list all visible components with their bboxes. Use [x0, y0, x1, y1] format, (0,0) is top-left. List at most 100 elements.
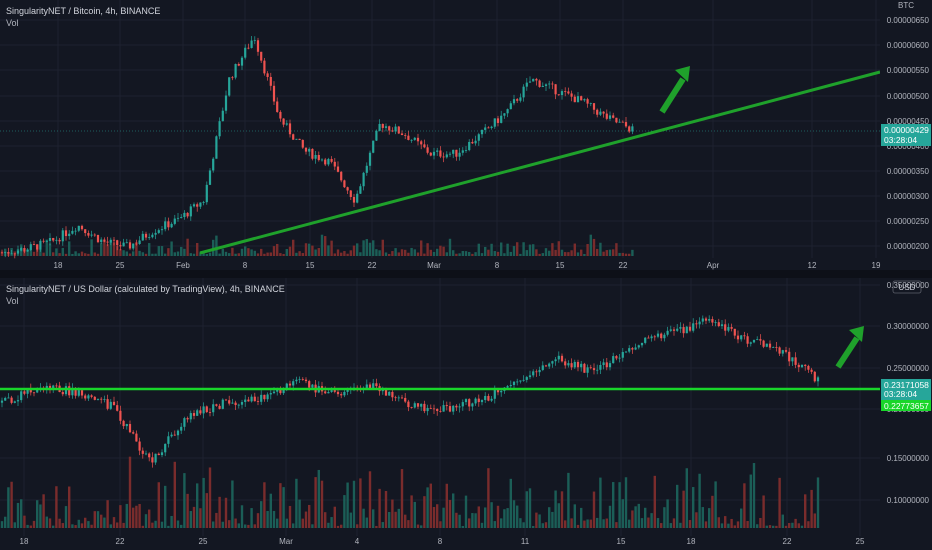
usd-candle — [244, 399, 247, 403]
usd-candle — [548, 363, 551, 367]
usd-candle — [762, 340, 765, 347]
btc-volume-bar — [621, 252, 624, 256]
btc-candle — [71, 230, 74, 234]
usd-symbol-title[interactable]: SingularityNET / US Dollar (calculated b… — [6, 284, 285, 294]
btc-chart-pane[interactable]: BTC 0.00000650 0.00000600 0.00000550 0.0000… — [0, 0, 932, 270]
usd-volume-bar — [384, 491, 388, 528]
usd-volume-bar — [458, 514, 461, 528]
usd-candle — [432, 408, 436, 410]
btc-candle — [116, 240, 119, 246]
btc-candle — [426, 147, 429, 153]
btc-candle — [432, 151, 436, 156]
usd-currency-badge[interactable]: USD — [892, 280, 922, 294]
usd-volume-bar — [100, 514, 103, 528]
usd-candle — [388, 391, 391, 396]
usd-chart-pane[interactable]: USD 0.350000000.300000000.250000000.2000… — [0, 278, 932, 550]
btc-volume-bar — [61, 247, 64, 256]
btc-candle — [308, 148, 311, 152]
btc-candle — [365, 165, 368, 173]
btc-volume-bar — [122, 250, 125, 256]
btc-trendline[interactable] — [199, 70, 881, 255]
btc-candle — [228, 77, 231, 96]
btc-candle — [324, 159, 327, 165]
btc-volume-bar — [215, 235, 218, 256]
btc-symbol-title[interactable]: SingularityNET / Bitcoin, 4h, BINANCE — [6, 6, 161, 16]
usd-candle — [32, 392, 36, 394]
btc-volume-bar — [224, 251, 228, 256]
btc-volume-bar — [58, 253, 61, 256]
usd-volume-bar — [512, 500, 516, 528]
usd-volume-bar — [231, 480, 234, 528]
usd-volume-bar — [436, 504, 439, 528]
usd-volume-bar — [375, 525, 378, 528]
btc-candle — [586, 99, 589, 104]
btc-candle — [237, 64, 240, 66]
usd-candle — [84, 395, 87, 399]
usd-up-arrow[interactable] — [835, 326, 864, 369]
usd-volume-bar — [29, 525, 32, 528]
usd-volume-bar — [637, 503, 640, 528]
btc-volume-bar — [304, 243, 308, 256]
btc-volume-bar — [471, 253, 474, 256]
usd-candle — [404, 397, 407, 402]
pane-divider[interactable] — [0, 270, 932, 278]
usd-volume-bar — [7, 487, 10, 528]
btc-candle — [544, 84, 548, 86]
btc-candle — [7, 251, 10, 254]
btc-candle — [128, 242, 132, 249]
btc-volume-bar — [583, 253, 586, 256]
btc-volume-bar — [247, 248, 250, 256]
usd-candle — [679, 327, 682, 329]
usd-candle — [576, 361, 580, 368]
btc-volume-bar — [480, 253, 484, 256]
btc-volume-bar — [608, 249, 612, 256]
usd-candle — [509, 385, 512, 387]
btc-volume-bar — [116, 246, 119, 256]
usd-candle — [544, 365, 548, 367]
btc-price-tick: 0.00000350 — [887, 167, 930, 176]
btc-chart-canvas[interactable]: BTC 0.000006500.000006000.000005500.0000… — [0, 0, 932, 270]
btc-candle — [452, 149, 455, 154]
btc-candle — [148, 237, 151, 238]
usd-volume-bar — [340, 524, 343, 528]
usd-volume-bar — [164, 485, 167, 528]
usd-volume-bar — [295, 478, 298, 528]
usd-volume-bar — [538, 514, 541, 528]
usd-volume-bar — [746, 521, 749, 528]
usd-candle — [538, 369, 541, 373]
usd-volume-bar — [522, 522, 525, 528]
btc-candle — [612, 115, 615, 118]
btc-candle — [173, 218, 176, 224]
usd-candle — [647, 337, 650, 339]
usd-candle — [288, 383, 292, 386]
btc-up-arrow[interactable] — [659, 66, 690, 114]
btc-vol-label[interactable]: Vol — [6, 18, 19, 28]
usd-candle — [237, 404, 240, 406]
usd-volume-bar — [445, 483, 448, 528]
usd-candle — [551, 361, 554, 364]
usd-chart-canvas[interactable]: USD 0.350000000.300000000.250000000.2000… — [0, 278, 932, 550]
btc-volume-bar — [282, 253, 285, 256]
btc-candle — [416, 137, 420, 142]
usd-price-axis-bg — [880, 278, 932, 550]
usd-volume-bars — [0, 456, 820, 528]
btc-candle — [4, 251, 7, 253]
usd-candle — [583, 363, 586, 373]
btc-volume-bar — [596, 248, 599, 256]
usd-candle — [0, 400, 4, 403]
btc-candle — [576, 96, 580, 103]
btc-volume-bar — [330, 240, 333, 256]
usd-vol-label[interactable]: Vol — [6, 296, 19, 306]
usd-volume-bar — [301, 518, 304, 528]
usd-candle — [573, 361, 576, 368]
usd-candle — [132, 432, 135, 434]
usd-volume-bar — [224, 497, 228, 528]
usd-candle — [247, 399, 250, 402]
usd-volume-bar — [727, 523, 730, 528]
usd-candle — [109, 401, 112, 409]
usd-candle — [807, 365, 810, 370]
usd-volume-bar — [711, 495, 714, 528]
usd-volume-bar — [756, 524, 759, 528]
usd-volume-bar — [39, 504, 42, 528]
btc-candle — [48, 237, 52, 241]
